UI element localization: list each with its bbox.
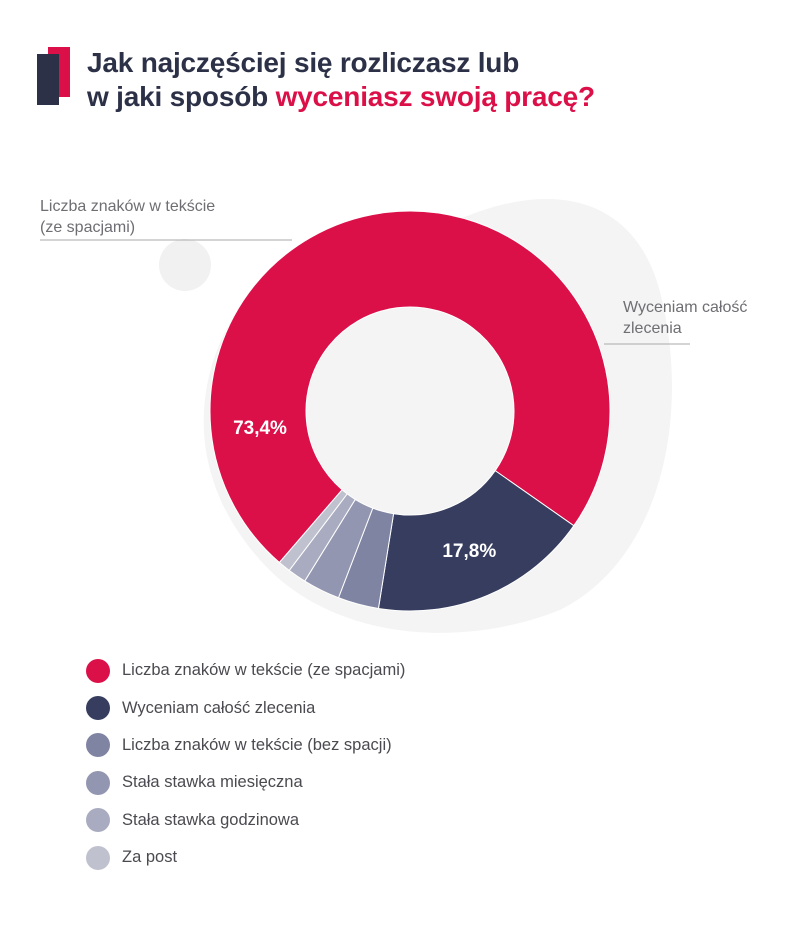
donut-slices: [209, 210, 611, 612]
legend-label: Za post: [122, 848, 178, 867]
legend-swatch: [86, 808, 110, 833]
legend-item-liczba-znakow-w-tekscie-ze-spacjami: Liczba znaków w tekście (ze spacjami): [86, 652, 405, 689]
callout-left-line-2: (ze spacjami): [40, 219, 136, 236]
legend-item-wyceniam-calosc-zlecenia: Wyceniam całość zlecenia: [86, 689, 405, 726]
chart-legend: Liczba znaków w tekście (ze spacjami) Wyc…: [86, 652, 405, 876]
callout-left: Liczba znaków w tekście (ze spacjami): [40, 196, 215, 238]
slice-wyceniam-calosc-zlecenia: [377, 469, 575, 612]
legend-swatch: [86, 770, 110, 795]
slice-label-liczba-znakow-w-tekscie-ze-spacjami: 73,4%: [233, 418, 287, 439]
brand-logo-mark: [37, 47, 73, 105]
legend-item-stala-stawka-godzinowa: Stała stawka godzinowa: [86, 802, 405, 839]
callout-right: Wyceniam całość zlecenia: [623, 297, 747, 339]
logo-dark-bar: [37, 54, 59, 105]
legend-swatch: [86, 845, 110, 870]
legend-label: Liczba znaków w tekście (ze spacjami): [122, 661, 406, 680]
legend-item-liczba-znakow-w-tekscie-bez-spacji: Liczba znaków w tekście (bez spacji): [86, 727, 405, 764]
title-line-1: Jak najczęściej się rozliczasz lub: [87, 47, 520, 78]
legend-swatch: [86, 658, 110, 683]
callout-right-line-1: Wyceniam całość: [623, 299, 748, 316]
callout-left-line-1: Liczba znaków w tekście: [40, 198, 216, 215]
slice-value-labels: 73,4% 17,8%: [233, 418, 496, 562]
page-title: Jak najczęściej się rozliczasz lub w jak…: [87, 46, 595, 114]
legend-swatch: [86, 733, 110, 758]
legend-label: Stała stawka godzinowa: [122, 810, 300, 829]
slice-liczba-znakow-w-tekscie-ze-spacjami: [209, 210, 611, 564]
legend-label: Stała stawka miesięczna: [122, 773, 303, 792]
slice-za-post: [278, 489, 348, 572]
legend-item-stala-stawka-miesieczna: Stała stawka miesięczna: [86, 764, 405, 801]
legend-item-za-post: Za post: [86, 839, 405, 876]
legend-swatch: [86, 696, 110, 721]
legend-label: Liczba znaków w tekście (bez spacji): [122, 735, 392, 754]
title-line-2-accent: wyceniasz swoją pracę?: [275, 81, 596, 112]
slice-label-wyceniam-calosc-zlecenia: 17,8%: [442, 541, 496, 562]
title-line-2-prefix: w jaki sposób: [87, 81, 276, 112]
background-blob-small: [159, 239, 211, 291]
legend-label: Wyceniam całość zlecenia: [122, 698, 316, 717]
callout-right-line-2: zlecenia: [623, 320, 682, 337]
